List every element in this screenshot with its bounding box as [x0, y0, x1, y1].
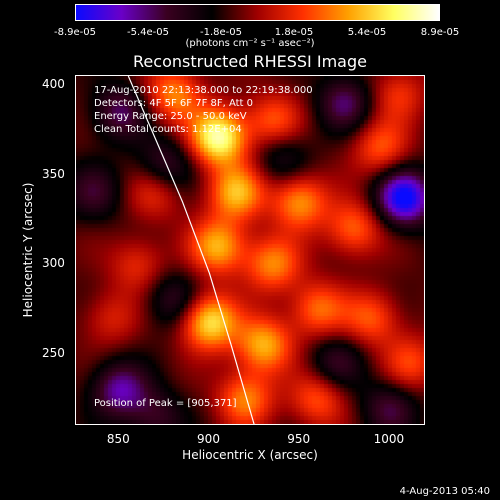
chart-title: Reconstructed RHESSI Image	[133, 52, 367, 71]
colorbar-tick: -8.9e-05	[54, 27, 96, 38]
y-axis-label: Heliocentric Y (arcsec)	[21, 182, 35, 318]
x-tick-label: 1000	[373, 432, 405, 446]
heatmap-image	[76, 76, 424, 424]
detectors-text: Detectors: 4F 5F 6F 7F 8F, Att 0	[94, 98, 254, 109]
peak-position-text: Position of Peak = [905,371]	[94, 398, 237, 409]
y-tick-label: 350	[42, 166, 65, 181]
x-tick-label: 900	[197, 432, 220, 446]
colorbar-unit-label: (photons cm⁻² s⁻¹ asec⁻²)	[185, 38, 315, 49]
y-tick-label: 400	[42, 76, 65, 91]
energy-range-text: Energy Range: 25.0 - 50.0 keV	[94, 111, 247, 122]
colorbar-tick: 1.8e-05	[274, 27, 314, 38]
solar-limb-line	[127, 76, 255, 424]
y-tick-label: 250	[42, 346, 65, 361]
clean-counts-text: Clean Total counts: 1.12E+04	[94, 124, 242, 135]
colorbar	[75, 4, 440, 21]
colorbar-tick: -5.4e-05	[127, 27, 169, 38]
x-tick-label: 950	[287, 432, 311, 446]
time-range-text: 17-Aug-2010 22:13:38.000 to 22:19:38.000	[94, 85, 313, 96]
colorbar-tick: 8.9e-05	[420, 27, 460, 38]
x-tick-label: 850	[106, 432, 130, 446]
x-axis-label: Heliocentric X (arcsec)	[182, 448, 318, 462]
colorbar-tick: 5.4e-05	[347, 27, 387, 38]
y-tick-label: 300	[42, 256, 65, 271]
colorbar-tick: -1.8e-05	[200, 27, 242, 38]
plot-area	[75, 75, 425, 425]
plot-overlay	[127, 76, 255, 424]
timestamp: 4-Aug-2013 05:40	[399, 486, 490, 497]
